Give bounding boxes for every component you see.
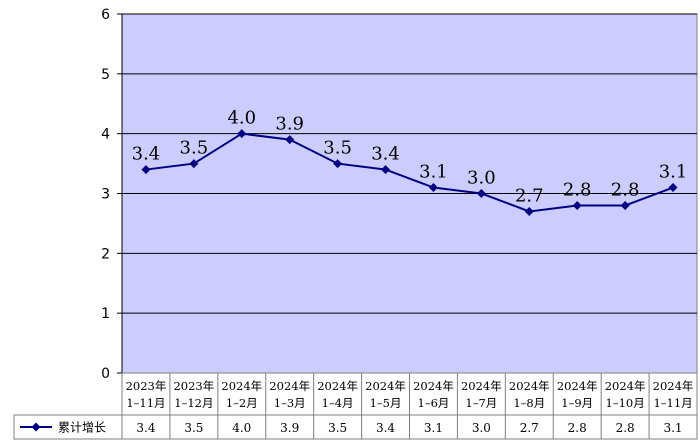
- data-point: [476, 189, 486, 198]
- data-label: 3.0: [467, 168, 496, 189]
- x-category-label-year: 2024年: [269, 379, 310, 393]
- y-tick-label: 1: [101, 306, 110, 322]
- table-value-cell: 3.9: [280, 421, 299, 435]
- y-tick-label: 6: [101, 7, 110, 23]
- x-category-label-period: 1–5月: [370, 396, 402, 410]
- table-value-cell: 2.7: [520, 421, 539, 435]
- data-label: 3.5: [323, 138, 352, 159]
- x-category-label-period: 1–4月: [322, 396, 354, 410]
- data-label: 2.8: [611, 179, 640, 200]
- series-layer: 3.4 3.5 4.0 3.9 3.5 3.4 3.1 3.0 2.7 2.8 2.8 3.1: [132, 108, 688, 216]
- data-label: 3.9: [275, 114, 304, 135]
- data-label: 3.1: [659, 162, 688, 183]
- x-category-label-year: 2024年: [413, 379, 454, 393]
- data-point: [524, 206, 534, 216]
- table-value-cell: 2.8: [616, 421, 635, 435]
- table-value-row: [13, 414, 698, 440]
- table-value-cell: 3.5: [328, 421, 347, 435]
- x-category-label-year: 2024年: [509, 379, 550, 393]
- x-category-label-year: 2024年: [221, 379, 262, 393]
- data-point: [572, 200, 582, 210]
- x-category-label-period: 1–2月: [226, 396, 258, 410]
- x-category-label-year: 2024年: [557, 379, 598, 393]
- data-point: [141, 165, 151, 175]
- table-value-cell: 3.4: [136, 421, 155, 435]
- table-value-cell: 3.5: [184, 421, 203, 435]
- table-value-cell: 3.4: [376, 421, 395, 435]
- data-point: [333, 159, 343, 169]
- x-category-label-period: 1–7月: [465, 396, 497, 410]
- x-category-label-year: 2024年: [653, 379, 694, 393]
- table-value-cell: 3.1: [663, 421, 682, 435]
- data-point: [668, 183, 678, 193]
- x-category-label-period: 1–10月: [606, 396, 645, 410]
- data-point: [189, 159, 199, 169]
- y-tick-label: 0: [101, 366, 110, 382]
- x-category-label-period: 1–9月: [561, 396, 593, 410]
- plot-area: [121, 13, 698, 374]
- x-category-label-period: 1–8月: [513, 396, 545, 410]
- series-line: [145, 132, 674, 213]
- x-category-label-year: 2024年: [461, 379, 502, 393]
- data-point: [285, 135, 295, 145]
- data-table: 2023年 1–11月 3.4 2023年 1–12月 3.5 2024年 1–2月 4.0 20…: [13, 372, 698, 440]
- x-category-label-period: 1–11月: [653, 396, 692, 410]
- x-category-label-year: 2023年: [173, 379, 214, 393]
- data-point: [428, 183, 438, 193]
- y-tick-label: 4: [101, 127, 110, 143]
- y-tick-label: 3: [101, 187, 110, 203]
- x-category-label-period: 1–11月: [126, 396, 165, 410]
- data-label: 3.5: [180, 138, 209, 159]
- x-category-label-year: 2023年: [126, 379, 167, 393]
- data-label: 3.1: [419, 162, 448, 183]
- x-category-label-period: 1–6月: [418, 396, 450, 410]
- data-label: 3.4: [132, 144, 161, 165]
- x-category-label-period: 1–12月: [174, 396, 213, 410]
- table-value-cell: 2.8: [568, 421, 587, 435]
- data-label: 4.0: [227, 108, 256, 129]
- x-category-label-year: 2024年: [365, 379, 406, 393]
- x-category-label-period: 1–3月: [274, 396, 306, 410]
- table-value-cell: 4.0: [232, 421, 251, 435]
- legend-series-name: 累计增长: [58, 421, 106, 435]
- data-point: [381, 165, 391, 175]
- data-point: [237, 129, 247, 139]
- data-point: [620, 200, 630, 210]
- y-tick-label: 2: [101, 246, 110, 262]
- legend-marker: [31, 422, 41, 432]
- data-label: 2.7: [515, 185, 544, 206]
- x-category-label-year: 2024年: [605, 379, 646, 393]
- table-value-cell: 3.0: [472, 421, 491, 435]
- data-label: 3.4: [371, 144, 400, 165]
- y-axis: 0 1 2 3 4 5 6: [101, 7, 123, 382]
- y-tick-label: 5: [101, 67, 110, 83]
- data-label: 2.8: [563, 179, 592, 200]
- x-category-label-year: 2024年: [317, 379, 358, 393]
- table-value-cell: 3.1: [424, 421, 443, 435]
